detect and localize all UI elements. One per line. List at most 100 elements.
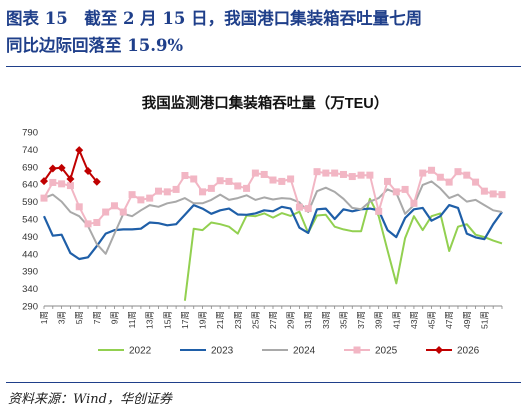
legend-label: 2024 [293,346,316,357]
x-tick-label: 27周 [268,311,278,329]
x-tick-label: 3周 [57,311,67,324]
x-tick-label: 49周 [462,311,472,329]
y-tick-label: 790 [22,128,38,139]
x-tick-label: 41周 [391,311,401,329]
series-point-2025 [172,185,180,193]
x-tick-label: 17周 [180,311,190,329]
series-point-2025 [480,187,488,195]
series-point-2025 [251,169,259,177]
series-line-2024 [43,180,503,255]
series-2022 [183,197,503,301]
y-tick-label: 440 [22,249,38,260]
series-point-2025 [146,194,154,202]
y-tick-label: 640 [22,180,38,191]
series-point-2025 [410,199,418,207]
legend-item-2024: 2024 [262,346,316,357]
series-point-2025 [436,173,444,181]
series-point-2026 [48,164,57,173]
legend-item-2022: 2022 [98,346,152,357]
source-note: 资料来源：Wind，华创证券 [8,392,172,407]
x-tick-label: 21周 [215,311,225,329]
series-point-2025 [428,166,436,174]
series-point-2025 [119,208,127,216]
figure-caption: 图表 15 截至 2 月 15 日，我国港口集装箱吞吐量七周 同比边际回落至 1… [6,5,521,59]
series-point-2025 [304,205,312,213]
series-point-2025 [348,173,356,181]
series-point-2025 [339,170,347,178]
caption-line-2: 同比边际回落至 15.9% [6,36,184,55]
y-tick-label: 540 [22,215,38,226]
x-tick-label: 43周 [409,311,419,329]
bottom-rule [6,382,521,383]
legend: 2022 2023 2024 2025 2026 [98,346,480,357]
y-tick-label: 690 [22,162,38,173]
series-point-2025 [322,169,330,177]
series-point-2025 [163,188,171,196]
series-point-2025 [295,203,303,211]
series-2024 [43,180,503,255]
series-point-2025 [75,203,83,211]
series-point-2025 [445,178,453,186]
series-point-2026 [92,177,101,186]
series-point-2025 [489,190,497,198]
legend-marker [353,346,361,354]
series-point-2025 [313,168,321,176]
series-line-2022 [183,197,503,301]
x-tick-label: 7周 [92,311,102,324]
y-tick-label: 590 [22,197,38,208]
y-tick-label: 340 [22,284,38,295]
x-tick-label: 51周 [479,311,489,329]
series-point-2025 [181,172,189,179]
throughput-chart: 我国监测港口集装箱吞吐量（万TEU） 290 340 390 440 490 540 590… [22,94,506,357]
top-rule [6,66,521,67]
series-layer [40,146,506,301]
y-tick-label: 490 [22,232,38,243]
series-point-2025 [392,188,400,196]
series-point-2025 [243,184,251,192]
series-point-2025 [207,184,215,192]
series-point-2026 [84,166,93,175]
x-tick-label: 47周 [444,311,454,329]
series-point-2025 [278,177,286,185]
series-point-2025 [366,171,374,179]
x-tick-label: 23周 [233,311,243,329]
series-point-2025 [375,207,383,215]
series-point-2025 [260,170,268,178]
series-point-2025 [190,175,198,183]
series-point-2025 [472,178,480,186]
chart-title: 我国监测港口集装箱吞吐量（万TEU） [142,94,389,112]
x-tick-label: 25周 [250,311,260,329]
x-tick-label: 15周 [162,311,172,329]
legend-item-2025: 2025 [344,346,398,357]
x-tick-label: 9周 [109,311,119,324]
series-point-2025 [155,187,162,195]
series-point-2025 [93,218,101,226]
series-point-2025 [225,177,233,185]
series-point-2025 [128,191,136,199]
x-tick-label: 35周 [338,311,348,329]
x-tick-label: 5周 [74,311,84,324]
series-point-2025 [216,177,224,185]
x-tick-label: 19周 [198,311,208,329]
series-point-2025 [498,191,506,199]
series-point-2025 [331,169,339,177]
series-point-2025 [58,180,66,188]
x-tick-label: 13周 [145,311,155,329]
series-point-2025 [287,175,295,183]
series-point-2025 [384,177,391,185]
legend-label: 2023 [211,346,234,357]
series-point-2025 [49,178,57,186]
legend-item-2026: 2026 [426,346,480,357]
x-tick-label: 39周 [374,311,384,329]
series-point-2025 [357,171,365,179]
series-point-2025 [419,169,427,177]
legend-label: 2022 [129,346,152,357]
series-point-2025 [110,202,118,210]
x-tick-label: 11周 [127,311,137,328]
y-tick-label: 290 [22,302,38,313]
y-axis: 290 340 390 440 490 540 590 640 690 740 790 [22,128,38,313]
series-point-2026 [40,177,48,186]
legend-marker [435,346,443,354]
series-point-2025 [40,194,48,202]
